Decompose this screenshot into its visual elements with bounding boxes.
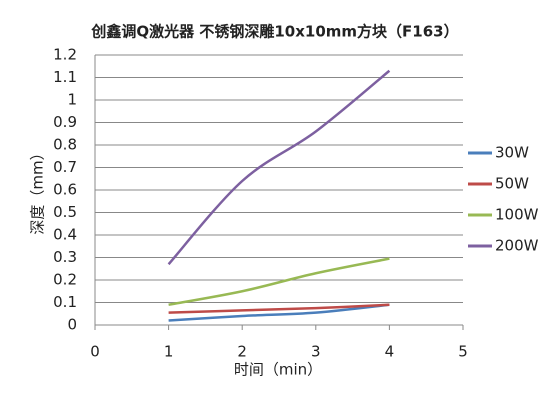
chart-title: 创鑫调Q激光器 不锈钢深雕10x10mm方块（F163） xyxy=(90,23,458,41)
legend-label: 100W xyxy=(495,206,539,224)
x-tick-label: 2 xyxy=(237,343,247,361)
x-axis-label: 时间（min） xyxy=(234,361,322,379)
series-line xyxy=(168,303,390,322)
y-axis-label: 深度（mm） xyxy=(29,145,47,234)
series-line xyxy=(167,69,391,266)
y-tick-label: 0.8 xyxy=(53,136,77,154)
y-tick-label: 0.7 xyxy=(53,158,77,176)
series-line xyxy=(168,303,390,314)
x-tick-label: 1 xyxy=(164,343,174,361)
x-tick-label: 0 xyxy=(90,343,100,361)
legend-label: 50W xyxy=(495,175,529,193)
y-tick-label: 0.4 xyxy=(53,226,77,244)
x-tick-label: 5 xyxy=(458,343,468,361)
y-tick-label: 0.3 xyxy=(53,248,77,266)
x-tick-label: 4 xyxy=(385,343,395,361)
y-tick-label: 0 xyxy=(67,316,77,334)
y-tick-label: 0.9 xyxy=(53,113,77,131)
y-tick-label: 1.1 xyxy=(53,68,77,86)
y-tick-label: 0.5 xyxy=(53,203,77,221)
y-tick-label: 1.2 xyxy=(53,46,77,64)
x-tick-label: 3 xyxy=(311,343,321,361)
legend-label: 200W xyxy=(495,237,539,255)
y-tick-label: 0.2 xyxy=(53,271,77,289)
series-line xyxy=(168,257,390,306)
y-tick-label: 0.6 xyxy=(53,181,77,199)
y-tick-label: 1 xyxy=(67,91,77,109)
y-tick-label: 0.1 xyxy=(53,293,77,311)
legend-label: 30W xyxy=(495,144,529,162)
